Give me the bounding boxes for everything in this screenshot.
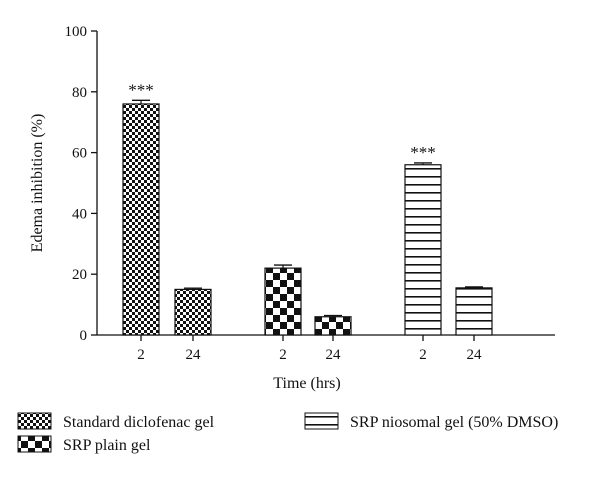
x-tick-label: 24 [326, 347, 342, 363]
bar [264, 267, 302, 336]
y-tick-label: 100 [65, 24, 88, 40]
y-tick-label: 20 [72, 267, 87, 283]
y-tick-label: 80 [72, 85, 87, 101]
x-tick-label: 24 [186, 347, 202, 363]
legend-label: Standard diclofenac gel [63, 414, 215, 431]
legend-swatch [17, 412, 52, 430]
significance-label: *** [410, 143, 436, 162]
legend-swatch [17, 435, 52, 453]
x-axis-label: Time (hrs) [273, 375, 340, 392]
bar [314, 316, 352, 336]
legend: Standard diclofenac gel SRP plain gel SRP … [17, 412, 558, 454]
bar [455, 287, 493, 336]
bar [404, 164, 442, 336]
x-tick-label: 2 [137, 347, 145, 363]
x-tick-label: 24 [467, 347, 483, 363]
legend-swatch [304, 412, 339, 430]
legend-label: SRP plain gel [63, 437, 151, 454]
y-tick-label: 40 [72, 206, 87, 222]
bar [174, 288, 212, 336]
bar [122, 103, 160, 336]
y-tick-label: 0 [80, 328, 88, 344]
legend-label: SRP niosomal gel (50% DMSO) [350, 414, 558, 431]
significance-label: *** [128, 80, 154, 99]
x-tick-label: 2 [279, 347, 287, 363]
plot-area: 0 20 40 60 80 100 *** 2 24 2 24 *** 2 24 [65, 24, 555, 363]
y-axis-label: Edema inhibition (%) [29, 114, 46, 253]
y-tick-label: 60 [72, 146, 87, 162]
x-tick-label: 2 [419, 347, 427, 363]
